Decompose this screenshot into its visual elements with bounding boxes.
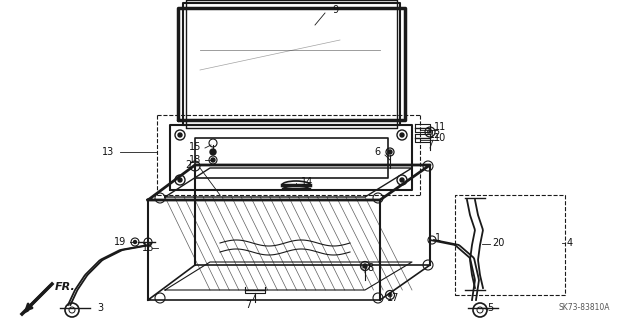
Text: 5: 5: [487, 303, 493, 313]
Text: 8: 8: [367, 263, 373, 273]
Text: 2: 2: [185, 160, 191, 170]
Circle shape: [400, 133, 404, 137]
Text: 18: 18: [189, 155, 201, 165]
Text: 12: 12: [429, 130, 441, 140]
Text: 19: 19: [114, 237, 126, 247]
Circle shape: [429, 131, 431, 133]
Text: 1: 1: [435, 233, 441, 243]
Text: 11: 11: [434, 122, 446, 132]
Text: 20: 20: [492, 238, 504, 248]
Text: FR.: FR.: [55, 282, 76, 292]
Text: 17: 17: [387, 293, 399, 303]
Circle shape: [178, 178, 182, 182]
Text: 7: 7: [245, 300, 251, 310]
Circle shape: [400, 178, 404, 182]
Text: 13: 13: [102, 147, 114, 157]
Circle shape: [388, 150, 392, 154]
Text: 10: 10: [434, 133, 446, 143]
Text: 3: 3: [97, 303, 103, 313]
Text: 16: 16: [142, 243, 154, 253]
Circle shape: [389, 294, 391, 296]
Circle shape: [210, 149, 216, 155]
Circle shape: [211, 158, 215, 162]
Text: SK73-83810A: SK73-83810A: [559, 303, 610, 313]
Text: 9: 9: [332, 5, 338, 15]
Text: 14: 14: [301, 177, 313, 187]
Text: 15: 15: [189, 142, 201, 152]
Circle shape: [178, 133, 182, 137]
Circle shape: [363, 264, 367, 268]
Circle shape: [134, 241, 136, 243]
Text: 6: 6: [374, 147, 380, 157]
Text: 4: 4: [567, 238, 573, 248]
Polygon shape: [22, 306, 32, 314]
